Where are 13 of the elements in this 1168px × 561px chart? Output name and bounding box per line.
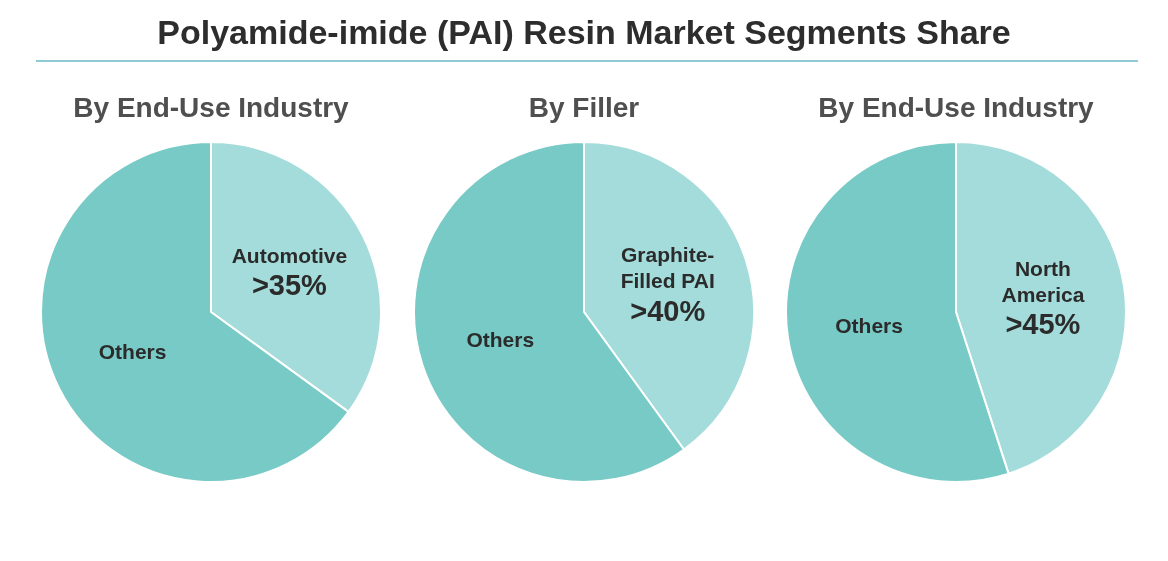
data-label: >35% [251,269,328,302]
slice-label: Others [835,314,903,338]
slice-label: Others [98,340,167,364]
chart-title: By End-Use Industry [73,91,350,123]
slice-label: North America [1001,256,1085,306]
data-label: >45% [1005,308,1081,341]
chart-title: By Filler [528,91,639,123]
slice-label: Others [465,327,534,351]
slice-label: Automotive [231,243,348,267]
data-label: >40% [629,294,705,327]
chart-title: By End-Use Industry [818,91,1095,123]
text: Polyamide-imide (PAI) Resin Market Segments Share [156,12,1012,53]
slice-label: Graphite- Filled PAI [620,243,715,293]
